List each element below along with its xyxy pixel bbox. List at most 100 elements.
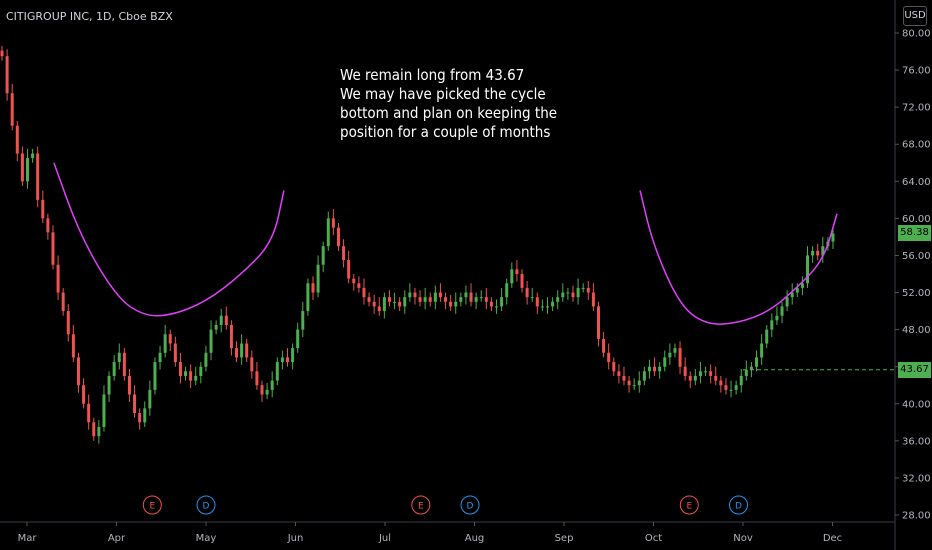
candle-body	[51, 232, 55, 265]
candle-body	[586, 287, 590, 293]
candle-body	[749, 366, 753, 370]
candle-body	[683, 366, 687, 376]
x-tick-label: Aug	[465, 533, 485, 544]
candle-body	[219, 315, 223, 325]
candle-body	[622, 375, 626, 381]
candle-body	[326, 218, 330, 247]
candle-body	[127, 375, 131, 395]
candle-body	[168, 334, 172, 344]
candle-body	[821, 246, 825, 256]
candle-body	[240, 343, 244, 358]
candle-body	[678, 348, 682, 367]
candle-body	[178, 362, 182, 376]
candle-body	[387, 297, 391, 302]
candle-body	[444, 297, 448, 302]
dividend-marker-icon[interactable]	[196, 495, 216, 515]
x-tick-label: Apr	[108, 533, 126, 544]
candle-body	[489, 301, 493, 307]
candle-body	[214, 324, 218, 330]
candle-body	[87, 403, 91, 423]
candle-body	[372, 301, 376, 307]
candle-body	[260, 385, 264, 395]
symbol-title[interactable]: CITIGROUP INC, 1D, Cboe BZX	[6, 10, 173, 23]
candle-body	[566, 292, 570, 294]
candle-body	[668, 352, 672, 358]
candle-body	[382, 297, 386, 312]
y-tick-label: 72.00	[902, 103, 931, 114]
candle-body	[510, 269, 514, 284]
candle-body	[790, 292, 794, 298]
candle-body	[729, 389, 733, 391]
candle-body	[785, 297, 789, 307]
event-marker-label: D	[203, 502, 210, 512]
candle-body	[474, 297, 478, 302]
candle-body	[143, 408, 147, 423]
candle-body	[92, 422, 96, 437]
x-tick-label: Nov	[733, 533, 753, 544]
candle-body	[831, 233, 835, 242]
y-tick-label: 68.00	[902, 140, 931, 151]
candle-body	[495, 306, 499, 308]
event-marker-label: E	[149, 502, 155, 512]
candle-body	[775, 315, 779, 321]
candle-body	[612, 362, 616, 372]
candle-body	[806, 255, 810, 284]
candle-body	[469, 292, 473, 302]
earnings-marker-icon[interactable]	[411, 495, 431, 515]
event-marker-label: D	[467, 502, 474, 512]
candle-body	[133, 394, 137, 414]
candle-body	[138, 413, 142, 423]
candle-body	[627, 380, 631, 386]
dividend-marker-icon[interactable]	[729, 495, 749, 515]
candle-body	[413, 292, 417, 298]
earnings-marker-icon[interactable]	[142, 495, 162, 515]
y-tick-label: 76.00	[902, 66, 931, 77]
candle-body	[770, 320, 774, 330]
candle-body	[637, 380, 641, 386]
candle-body	[158, 352, 162, 363]
event-marker-label: E	[418, 502, 424, 512]
candle-body	[235, 348, 239, 358]
candle-body	[280, 357, 284, 363]
candle-body	[551, 301, 555, 307]
candle-body	[571, 292, 575, 298]
candle-body	[525, 287, 529, 298]
candle-body	[709, 371, 713, 376]
y-tick-label: 28.00	[902, 511, 931, 522]
candle-body	[505, 283, 509, 298]
candle-body	[46, 218, 50, 233]
candle-body	[739, 375, 743, 386]
candle-body	[500, 297, 504, 307]
y-tick-label: 32.00	[902, 473, 931, 484]
candle-body	[658, 366, 662, 372]
candle-body	[653, 366, 657, 372]
candle-body	[433, 292, 437, 302]
candle-body	[306, 283, 310, 312]
candle-body	[66, 311, 70, 335]
candle-body	[800, 283, 804, 288]
candle-body	[285, 357, 289, 363]
currency-badge[interactable]: USD	[903, 6, 927, 26]
trade-note-line: bottom and plan on keeping the	[340, 104, 558, 122]
candle-body	[408, 292, 412, 298]
candle-body	[464, 292, 468, 298]
earnings-marker-icon[interactable]	[679, 495, 699, 515]
trade-note-line: position for a couple of months	[340, 123, 551, 141]
candle-body	[291, 348, 295, 363]
x-tick-label: Mar	[18, 533, 38, 544]
candle-body	[367, 297, 371, 302]
candle-body	[321, 246, 325, 265]
candle-body	[540, 306, 544, 308]
candle-body	[704, 371, 708, 373]
candle-body	[265, 389, 269, 395]
dividend-marker-icon[interactable]	[460, 495, 480, 515]
candle-body	[581, 287, 585, 289]
candle-body	[36, 153, 40, 200]
candle-body	[0, 50, 4, 57]
candle-body	[530, 297, 534, 299]
candle-body	[484, 297, 488, 302]
entry-price-tag: 43.67	[898, 361, 931, 378]
trade-note: We remain long from 43.67 We may have pi…	[340, 66, 620, 142]
candle-body	[255, 371, 259, 386]
